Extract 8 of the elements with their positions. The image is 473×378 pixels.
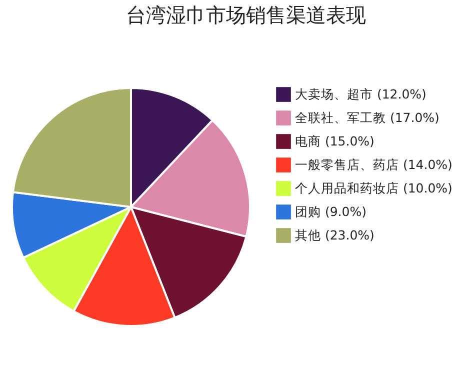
- legend-label: 全联社、军工教 (17.0%): [295, 110, 440, 125]
- chart-title: 台湾湿巾市场销售渠道表现: [126, 3, 366, 27]
- legend-label: 一般零售店、药店 (14.0%): [295, 157, 452, 172]
- legend-label: 电商 (15.0%): [295, 134, 374, 148]
- legend-label: 其他 (23.0%): [295, 228, 374, 242]
- legend-label: 团购 (9.0%): [295, 204, 366, 219]
- legend-label: 大卖场、超市 (12.0%): [295, 86, 426, 102]
- legend-label: 个人用品和药妆店 (10.0%): [295, 180, 452, 196]
